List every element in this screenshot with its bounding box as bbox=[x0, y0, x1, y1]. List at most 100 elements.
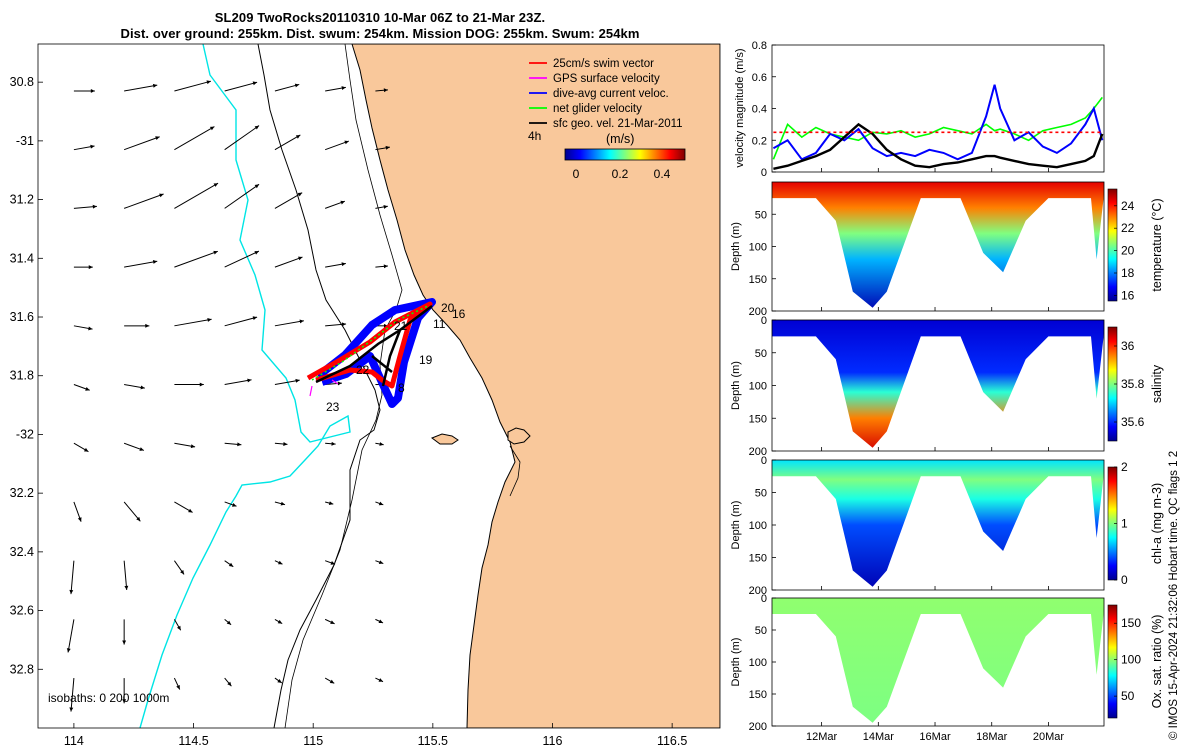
oxygen-colorbar-label: Ox. sat. ratio (%) bbox=[1150, 615, 1164, 709]
oxygen-x-tick-label: 14Mar bbox=[863, 731, 895, 743]
oxygen-y-tick-label: 100 bbox=[749, 657, 767, 669]
temperature-colorbar-tick-label: 18 bbox=[1121, 266, 1135, 280]
current-vector-head bbox=[378, 678, 384, 682]
oxygen-x-tick-label: 16Mar bbox=[919, 731, 951, 743]
current-vector-head bbox=[297, 192, 303, 197]
map-x-tick-label: 114.5 bbox=[178, 734, 208, 748]
salinity-y-tick-label: 150 bbox=[749, 413, 767, 425]
temperature-colorbar-tick-label: 16 bbox=[1121, 288, 1135, 302]
current-vector bbox=[274, 256, 303, 268]
current-vector-head bbox=[378, 560, 384, 564]
map-y-tick-label: 31.4 bbox=[10, 251, 34, 265]
map-legend: 25cm/s swim vector GPS surface velocity … bbox=[528, 58, 686, 181]
current-vector bbox=[123, 560, 128, 591]
current-vector bbox=[224, 81, 258, 92]
current-vector-head bbox=[254, 125, 260, 130]
salinity-ylabel: Depth (m) bbox=[730, 361, 742, 410]
oxygen-y-tick-label: 50 bbox=[755, 625, 767, 637]
temperature-section-panel: 50 100 150 200 Depth (m) 16 18 20 22 24 temperatur… bbox=[730, 181, 1164, 318]
current-vector bbox=[124, 260, 158, 268]
chla-colorbar-tick-label: 2 bbox=[1121, 460, 1128, 474]
map-x-tick-label: 114 bbox=[64, 734, 84, 748]
current-vector-head bbox=[341, 322, 347, 327]
current-vector-head bbox=[295, 134, 301, 139]
day-label: 21 bbox=[394, 319, 408, 333]
current-vector bbox=[174, 182, 219, 209]
current-vector-head bbox=[122, 640, 127, 645]
current-vector-head bbox=[180, 569, 185, 575]
current-vector-head bbox=[90, 144, 95, 149]
current-vector-head bbox=[77, 517, 82, 522]
map-title-line-1: SL209 TwoRocks20110310 10-Mar 06Z to 21-… bbox=[214, 10, 546, 25]
current-vector-head bbox=[378, 619, 384, 623]
map-y-tick-label: -31 bbox=[16, 134, 34, 148]
salinity-colorbar-tick-label: 35.6 bbox=[1121, 415, 1145, 429]
current-vector bbox=[67, 619, 75, 653]
map-y-tick-label: 32.2 bbox=[10, 486, 34, 500]
current-vector-head bbox=[252, 81, 258, 86]
day-label: 16 bbox=[452, 307, 466, 321]
oxygen-x-tick-label: 12Mar bbox=[806, 731, 838, 743]
glider-track bbox=[306, 298, 436, 408]
current-vector bbox=[324, 140, 350, 151]
swim-vector-loop bbox=[306, 301, 433, 389]
isobath-note: isobaths: 0 200 1000m bbox=[48, 691, 169, 705]
current-vector-head bbox=[378, 501, 384, 506]
map-panel: 20 16 11 21 19 22 8 23 25cm/s swim vecto… bbox=[10, 43, 721, 748]
salinity-colorbar-label: salinity bbox=[1150, 364, 1164, 403]
chla-y-tick-label: 50 bbox=[755, 488, 767, 500]
current-vector-head bbox=[69, 589, 74, 595]
current-vector-head bbox=[280, 501, 286, 506]
glider-path-line bbox=[315, 305, 433, 387]
map-y-tick-label: 30.8 bbox=[10, 75, 34, 89]
day-label: 8 bbox=[398, 381, 405, 395]
current-vector bbox=[274, 192, 303, 209]
current-vector-head bbox=[209, 126, 215, 131]
salinity-y-tick-label: 0 bbox=[761, 315, 767, 327]
oxygen-y-tick-label: 200 bbox=[749, 721, 767, 733]
velocity-panel: 0 0.2 0.4 0.6 0.8 velocity magnitude (m/s) bbox=[734, 40, 1105, 179]
legend-entry: sfc geo. vel. 21-Mar-2011 bbox=[553, 118, 683, 130]
oxygen-colorbar bbox=[1107, 604, 1118, 719]
current-vector bbox=[224, 125, 260, 151]
current-vector-head bbox=[254, 184, 260, 189]
map-frame bbox=[37, 43, 721, 729]
velocity-y-tick-label: 0.4 bbox=[752, 104, 767, 116]
map-y-axis: 30.8 -31 31.2 31.4 31.6 31.8 -32 32.2 32.4 32.6 32… bbox=[10, 75, 43, 676]
current-vector-head bbox=[88, 326, 93, 331]
current-vector-head bbox=[383, 323, 389, 328]
oxygen-y-tick-label: 150 bbox=[749, 689, 767, 701]
current-vector-head bbox=[190, 444, 196, 449]
map-y-tick-label: 31.2 bbox=[10, 193, 34, 207]
map-x-axis: 114 114.5 115 115.5 116 116.5 bbox=[64, 723, 687, 748]
time-label: 4h bbox=[528, 129, 541, 143]
current-vector bbox=[123, 501, 141, 522]
current-vector bbox=[224, 250, 260, 268]
map-title-line-2: Dist. over ground: 255km. Dist. swum: 25… bbox=[120, 26, 640, 41]
colorbar-tick-label: 0.4 bbox=[654, 167, 671, 181]
current-vector-head bbox=[85, 387, 90, 391]
current-vector-head bbox=[124, 585, 129, 590]
chla-y-tick-label: 100 bbox=[749, 520, 767, 532]
current-vector-head bbox=[298, 256, 303, 261]
current-vector-head bbox=[278, 560, 283, 565]
velocity-y-tick-label: 0.2 bbox=[752, 135, 767, 147]
map-y-tick-label: -32 bbox=[16, 427, 34, 441]
current-vector bbox=[224, 316, 258, 327]
current-vector-head bbox=[383, 88, 388, 93]
velocity-series bbox=[772, 84, 1104, 170]
oxygen-ylabel: Depth (m) bbox=[730, 638, 742, 687]
temperature-y-tick-label: 200 bbox=[749, 306, 767, 318]
current-vector-head bbox=[294, 83, 300, 88]
current-vector-head bbox=[277, 619, 283, 624]
current-vector-head bbox=[341, 86, 346, 90]
current-vector-head bbox=[188, 508, 193, 513]
temperature-ylabel: Depth (m) bbox=[730, 222, 742, 271]
current-vector-field bbox=[66, 80, 390, 712]
current-vector-head bbox=[254, 251, 259, 255]
current-vector-head bbox=[379, 442, 384, 446]
current-vector-head bbox=[237, 442, 242, 447]
temperature-y-tick-label: 100 bbox=[749, 242, 767, 254]
